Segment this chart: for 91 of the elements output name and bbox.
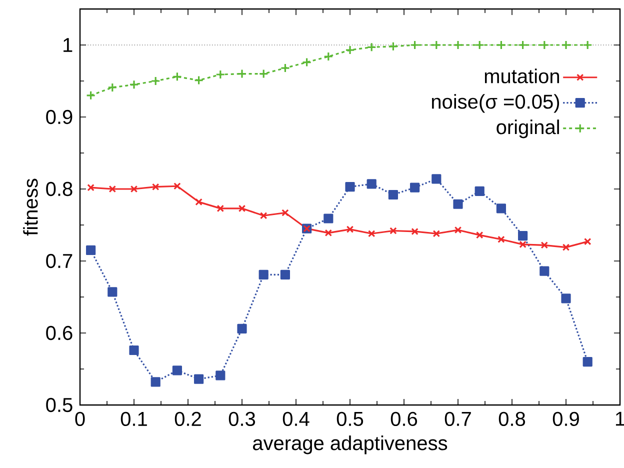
y-tick-label: 0.8 [46,182,72,196]
x-tick-label: 0.6 [390,412,418,426]
point [216,204,224,212]
point [174,182,181,190]
point [346,226,354,233]
y-tick-label: 0.6 [46,326,72,340]
y-axis-title: fitness [23,178,38,236]
x-tick-label: 0.1 [120,412,147,426]
point [474,186,484,196]
legend-label: noise(σ =0.05) [432,94,560,113]
point [345,45,355,55]
point [453,40,463,50]
point [388,42,398,52]
point [258,270,268,280]
point [388,190,398,200]
y-tick-label: 0.7 [46,254,72,268]
point [129,345,139,356]
point [108,82,118,92]
y-tick-label: 0.5 [46,398,72,412]
point [582,40,592,50]
x-tick-label: 0.4 [282,412,310,426]
point [324,229,332,237]
point [540,242,548,249]
point [582,356,592,367]
point [130,185,138,193]
point [108,287,118,297]
x-axis-title: average adaptiveness [253,436,448,454]
x-tick-label: 0 [75,412,85,426]
point [432,230,440,238]
point [194,75,204,86]
y-tick-label: 1 [64,38,72,52]
point [410,182,420,192]
point [150,377,160,387]
point [540,266,550,276]
point [172,366,182,376]
point [237,68,247,79]
point [345,182,355,192]
point [540,40,550,50]
point [324,214,334,224]
legend-label: mutation [484,68,560,84]
point [411,228,418,236]
point [280,63,290,73]
point [195,198,202,206]
point [258,68,268,79]
point [498,236,505,244]
point [561,40,571,50]
x-tick-label: 0.8 [498,412,526,426]
point [432,40,442,50]
point [324,52,334,62]
point [87,184,94,192]
point [152,183,160,190]
point [237,324,247,334]
point [432,174,442,184]
point [129,80,139,90]
point [518,40,528,50]
point [260,212,268,220]
y-tick-label: 0.9 [46,110,72,124]
point [584,238,592,246]
x-tick-label: 0.2 [174,412,201,426]
point [366,179,376,189]
point [561,294,571,304]
point [238,204,246,212]
point [216,370,226,380]
point [496,204,506,214]
point [474,40,484,50]
point [194,374,204,384]
point [280,270,290,280]
point [366,42,376,52]
point [86,90,96,100]
point [302,57,312,68]
point [518,230,528,241]
point [496,40,506,50]
x-tick-label: 0.5 [336,412,364,426]
x-tick-label: 0.9 [552,412,579,426]
point [172,72,182,82]
point [410,40,420,50]
point [108,185,116,193]
x-tick-label: 0.7 [444,412,471,426]
legend-label: original [496,120,559,138]
x-tick-label: 0.3 [228,412,256,426]
point [453,199,463,209]
point [86,245,96,255]
point [216,70,226,80]
point [368,230,376,238]
point [390,227,397,234]
point [454,226,462,234]
point [476,231,484,239]
point [150,76,160,86]
point [282,209,289,216]
point [519,240,526,248]
point [562,244,570,251]
